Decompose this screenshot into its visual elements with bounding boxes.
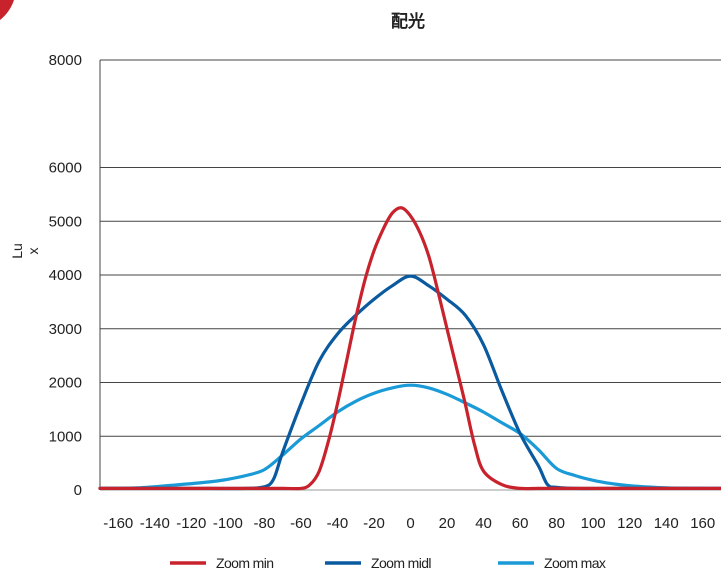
y-tick-label: 6000: [49, 160, 82, 177]
x-tick-label: 40: [475, 515, 492, 532]
x-tick-label: -120: [176, 515, 206, 532]
legend-label: Zoom midl: [371, 555, 431, 571]
y-tick-label: 3000: [49, 321, 82, 338]
legend-label: Zoom min: [216, 555, 273, 571]
x-tick-labels: -160 -140 -120 -100 -80 -60 -40 -20 0 20 40 60 80 100…: [103, 515, 715, 532]
x-tick-label: 60: [512, 515, 529, 532]
y-tick-labels: 0 1000 2000 3000 4000 5000 6000 8000: [49, 52, 82, 499]
y-tick-label: 1000: [49, 428, 82, 445]
x-tick-label: 20: [439, 515, 456, 532]
legend: Zoom min Zoom midl Zoom max: [170, 555, 607, 571]
y-tick-label: 2000: [49, 375, 82, 392]
x-tick-label: -160: [103, 515, 133, 532]
y-axis-label-line1: Lu: [9, 243, 25, 259]
y-tick-label: 4000: [49, 267, 82, 284]
y-tick-label: 5000: [49, 213, 82, 230]
x-tick-label: 80: [548, 515, 565, 532]
x-tick-label: -100: [213, 515, 243, 532]
x-tick-label: -20: [363, 515, 385, 532]
y-tick-label: 0: [74, 482, 82, 499]
x-tick-label: 100: [581, 515, 606, 532]
x-tick-label: 160: [690, 515, 715, 532]
y-axis-label-line2: x: [25, 248, 41, 255]
corner-mark: [0, 0, 14, 20]
x-tick-label: -80: [254, 515, 276, 532]
x-tick-label: -40: [327, 515, 349, 532]
x-tick-label: -140: [140, 515, 170, 532]
x-tick-label: -60: [290, 515, 312, 532]
y-tick-label: 8000: [49, 52, 82, 69]
series-lines: [98, 206, 721, 491]
chart-title: 配光: [391, 11, 425, 32]
x-tick-label: 140: [654, 515, 679, 532]
series-line-zoom-max: [98, 383, 721, 491]
series-line-zoom-min: [98, 206, 721, 491]
x-tick-label: 0: [406, 515, 414, 532]
x-tick-label: 120: [617, 515, 642, 532]
legend-label: Zoom max: [544, 555, 606, 571]
